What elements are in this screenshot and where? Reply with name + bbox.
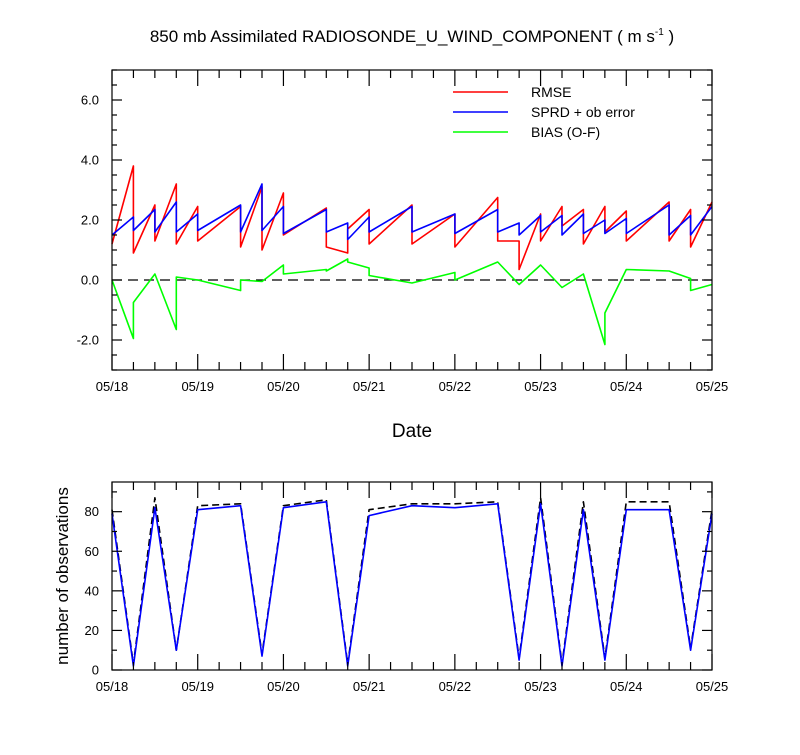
legend: RMSE SPRD + ob error BIAS (O-F)	[453, 84, 635, 140]
legend-label: RMSE	[531, 84, 571, 100]
x-tick-label: 05/25	[696, 679, 729, 694]
top-series-group	[111, 165, 713, 346]
chart-title-superscript: -1	[655, 27, 664, 38]
top-x-axis-label: Date	[392, 421, 432, 442]
legend-label: BIAS (O-F)	[531, 124, 600, 140]
series-line-sprd-ob-error	[111, 183, 713, 241]
bottom-series-group	[111, 496, 713, 667]
y-tick-label: 6.0	[81, 93, 99, 108]
x-tick-label: 05/23	[524, 679, 557, 694]
bottom-x-tick-labels: 05/18 05/19 05/20 05/21 05/22 05/23 05/24 05/25	[96, 679, 729, 694]
y-tick-label: 4.0	[81, 153, 99, 168]
chart-title: 850 mb Assimilated RADIOSONDE_U_WIND_COM…	[150, 27, 674, 46]
top-ticks-group	[111, 69, 713, 371]
top-panel: -2.00.02.04.06.0 05/18 05/19 05/20 05/21 05/…	[77, 69, 729, 442]
bottom-y-tick-labels: 0 20 40 60 80	[85, 504, 99, 677]
bottom-panel: 0 20 40 60 80 05/18 05/19 05/20 05/21 05/22 05/23…	[53, 481, 729, 694]
series-line-possible-observations	[111, 496, 713, 665]
bottom-ticks-group	[111, 482, 713, 671]
x-tick-label: 05/20	[267, 679, 300, 694]
x-tick-label: 05/22	[439, 379, 472, 394]
y-tick-label: 20	[85, 623, 99, 638]
y-tick-label: 0	[92, 663, 99, 678]
y-tick-label: 60	[85, 544, 99, 559]
y-tick-label: 2.0	[81, 213, 99, 228]
top-x-tick-labels: 05/18 05/19 05/20 05/21 05/22 05/23 05/24 05/25	[96, 379, 729, 394]
legend-label: SPRD + ob error	[531, 104, 635, 120]
x-tick-label: 05/18	[96, 679, 129, 694]
x-tick-label: 05/21	[353, 379, 386, 394]
y-tick-label: -2.0	[77, 333, 99, 348]
x-tick-label: 05/20	[267, 379, 300, 394]
top-y-tick-labels: -2.0 0.0 2.0 4.0 6.0	[77, 93, 99, 348]
x-tick-label: 05/19	[181, 379, 214, 394]
x-tick-label: 05/21	[353, 679, 386, 694]
x-tick-label: 05/24	[610, 679, 643, 694]
y-tick-label: 80	[85, 504, 99, 519]
x-tick-label: 05/19	[181, 679, 214, 694]
x-tick-label: 05/24	[610, 379, 643, 394]
series-line-assimilated-observations	[111, 500, 713, 667]
x-tick-label: 05/23	[524, 379, 557, 394]
x-tick-label: 05/18	[96, 379, 129, 394]
chart-title-end: )	[664, 27, 674, 46]
x-tick-label: 05/25	[696, 379, 729, 394]
bottom-y-axis-label: number of observations	[53, 487, 72, 665]
y-tick-label: 0.0	[81, 273, 99, 288]
chart-title-main: 850 mb Assimilated RADIOSONDE_U_WIND_COM…	[150, 27, 655, 46]
x-tick-label: 05/22	[439, 679, 472, 694]
y-tick-label: 40	[85, 583, 99, 598]
bottom-plot-frame	[111, 481, 713, 671]
series-line-bias-o-f	[111, 258, 713, 346]
